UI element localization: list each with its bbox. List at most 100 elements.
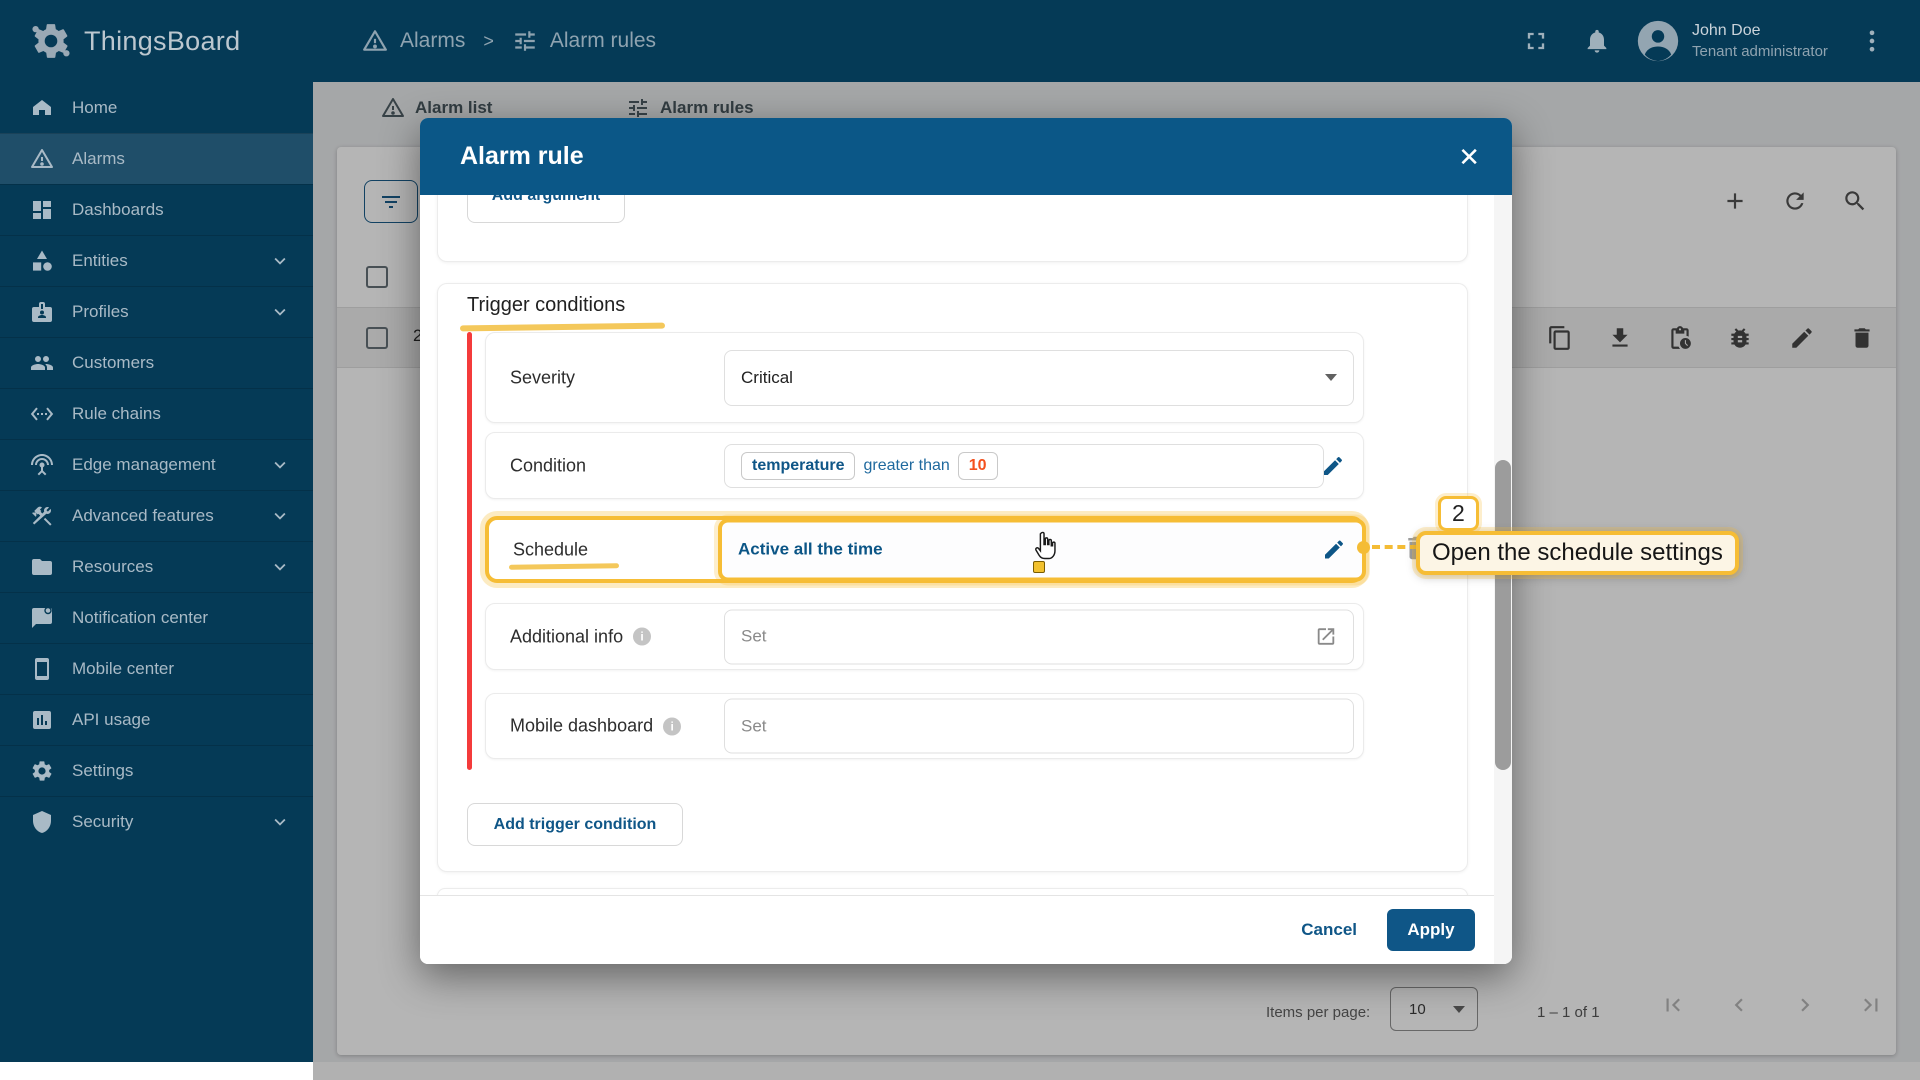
open-in-new-icon[interactable] xyxy=(1315,626,1337,648)
last-page-button[interactable] xyxy=(1858,992,1884,1018)
pagination-range: 1 – 1 of 1 xyxy=(1537,1004,1600,1021)
mobile-dashboard-label-text: Mobile dashboard xyxy=(510,715,654,736)
alarm-rule-dialog: Add argument Trigger conditions Severity… xyxy=(420,118,1512,964)
bottom-strip xyxy=(313,1062,1920,1080)
schedule-row: Schedule Active all the time xyxy=(485,516,1366,583)
info-icon: i xyxy=(633,627,652,646)
info-icon: i xyxy=(663,717,682,735)
modal-scrollbar-track[interactable] xyxy=(1494,195,1512,964)
profiles-icon xyxy=(32,302,52,322)
bell-icon xyxy=(1587,29,1607,53)
gear-icon xyxy=(32,761,52,781)
resources-icon xyxy=(32,559,52,575)
row-cell-text: 2 xyxy=(413,326,423,345)
delete-icon[interactable] xyxy=(1849,325,1875,351)
alarms-icon xyxy=(31,149,53,168)
add-trigger-condition-button[interactable]: Add trigger condition xyxy=(467,803,683,846)
sidebar-item-profiles[interactable]: Profiles xyxy=(0,286,313,337)
sidebar-item-home[interactable]: Home xyxy=(0,82,313,133)
fullscreen-icon xyxy=(1527,32,1545,50)
copy-icon[interactable] xyxy=(1547,325,1573,351)
callout-connector-dot xyxy=(1357,541,1370,554)
sidebar-item-security[interactable]: Security xyxy=(0,796,313,847)
additional-info-field[interactable]: Set xyxy=(724,609,1354,664)
additional-info-placeholder: Set xyxy=(741,626,767,646)
sidebar-item-rule-chains[interactable]: Rule chains xyxy=(0,388,313,439)
items-per-page-select[interactable]: 10 xyxy=(1390,987,1478,1031)
additional-info-label: Additional info i xyxy=(510,626,652,647)
avatar xyxy=(1637,20,1679,62)
bug-icon[interactable] xyxy=(1727,325,1753,351)
cursor-click-indicator xyxy=(1033,561,1045,573)
condition-key-chip: temperature xyxy=(741,451,856,480)
severity-row: Severity Critical xyxy=(485,332,1364,423)
advanced-features-icon xyxy=(32,506,52,526)
modal-footer: Cancel Apply xyxy=(420,895,1494,964)
edge-management-icon xyxy=(31,454,53,476)
sidebar-item-settings[interactable]: Settings xyxy=(0,745,313,796)
cancel-button[interactable]: Cancel xyxy=(1301,920,1357,939)
chevron-down-icon xyxy=(274,308,286,316)
next-page-button[interactable] xyxy=(1792,992,1818,1018)
additional-info-label-text: Additional info xyxy=(510,626,624,646)
apply-button[interactable]: Apply xyxy=(1387,909,1475,951)
breadcrumb-alarms[interactable]: Alarms xyxy=(400,29,466,52)
sidebar-item-label: Advanced features xyxy=(72,506,214,525)
sidebar-item-dashboards[interactable]: Dashboards xyxy=(0,184,313,235)
header-more-button[interactable] xyxy=(1858,0,1886,82)
sidebar-item-label: Security xyxy=(72,812,134,831)
prev-page-button[interactable] xyxy=(1726,992,1752,1018)
breadcrumb-alarm-rules[interactable]: Alarm rules xyxy=(549,29,657,52)
chevron-down-icon xyxy=(274,818,286,826)
user-info: John Doe Tenant administrator xyxy=(1692,0,1828,82)
pencil-icon xyxy=(1325,540,1343,559)
mobile-dashboard-label: Mobile dashboard i xyxy=(510,715,682,737)
items-per-page-value: 10 xyxy=(1409,1000,1426,1018)
sidebar-item-alarms[interactable]: Alarms xyxy=(0,133,313,184)
rule-chains-icon xyxy=(30,407,54,421)
trigger-conditions-card: Trigger conditions Severity Critical Con… xyxy=(437,283,1468,872)
search-icon xyxy=(1845,191,1865,211)
edit-condition-button[interactable] xyxy=(1321,454,1345,478)
home-icon xyxy=(33,99,51,115)
user-menu[interactable] xyxy=(1636,0,1680,82)
modal-scrollbar-thumb[interactable] xyxy=(1495,460,1511,770)
add-button[interactable] xyxy=(1722,188,1748,214)
sidebar-item-edge-management[interactable]: Edge management xyxy=(0,439,313,490)
filter-button[interactable] xyxy=(364,180,418,223)
sidebar-item-api-usage[interactable]: API usage xyxy=(0,694,313,745)
notifications-button[interactable] xyxy=(1583,0,1611,82)
breadcrumb: Alarms > Alarm rules xyxy=(362,0,656,82)
tab-alarm-list[interactable]: Alarm list xyxy=(381,96,492,120)
severity-label: Severity xyxy=(510,367,576,387)
sidebar-item-advanced-features[interactable]: Advanced features xyxy=(0,490,313,541)
edit-icon[interactable] xyxy=(1789,325,1815,351)
sidebar-item-label: API usage xyxy=(72,710,151,729)
severity-select[interactable]: Critical xyxy=(724,349,1354,406)
additional-info-row: Additional info i Set xyxy=(485,603,1364,670)
kebab-menu-icon xyxy=(1869,30,1875,52)
filter-icon xyxy=(382,195,400,208)
sidebar-item-mobile-center[interactable]: Mobile center xyxy=(0,643,313,694)
plus-icon xyxy=(1727,193,1743,209)
sidebar-item-label: Resources xyxy=(72,557,154,576)
sidebar-item-customers[interactable]: Customers xyxy=(0,337,313,388)
pencil-icon xyxy=(1324,456,1342,475)
sidebar-item-entities[interactable]: Entities xyxy=(0,235,313,286)
first-page-button[interactable] xyxy=(1660,992,1686,1018)
mobile-dashboard-field[interactable]: Set xyxy=(724,698,1354,754)
tab-alarm-rules[interactable]: Alarm rules xyxy=(626,96,754,120)
sidebar-item-notification-center[interactable]: Notification center xyxy=(0,592,313,643)
sidebar-item-resources[interactable]: Resources xyxy=(0,541,313,592)
select-all-checkbox[interactable] xyxy=(366,266,388,288)
fullscreen-button[interactable] xyxy=(1522,0,1550,82)
tutorial-callout: Open the schedule settings xyxy=(1416,531,1739,575)
tab-label: Alarm list xyxy=(415,98,493,117)
severity-value: Critical xyxy=(741,367,793,387)
search-button[interactable] xyxy=(1842,188,1868,214)
pending-actions-icon[interactable] xyxy=(1667,325,1693,351)
close-icon[interactable]: ✕ xyxy=(1458,141,1480,172)
row-checkbox[interactable] xyxy=(366,327,388,349)
condition-operation: greater than xyxy=(863,456,950,474)
download-icon[interactable] xyxy=(1607,325,1633,351)
